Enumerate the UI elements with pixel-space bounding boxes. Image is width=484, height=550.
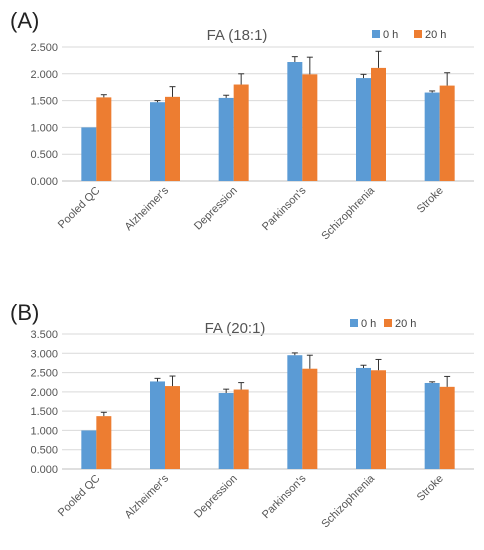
bar-0h bbox=[287, 62, 303, 182]
y-tick-label: 2.000 bbox=[30, 387, 58, 399]
chart-title: FA (20:1) bbox=[205, 320, 266, 337]
legend-label-20h: 20 h bbox=[425, 29, 446, 41]
bar-20h bbox=[439, 85, 455, 181]
x-tick-label: Schizophrenia bbox=[319, 472, 377, 530]
panel-label: (B) bbox=[10, 300, 39, 325]
bar-20h bbox=[165, 96, 180, 181]
bar-0h bbox=[287, 355, 303, 469]
y-tick-label: 0.500 bbox=[30, 445, 58, 457]
y-tick-label: 0.000 bbox=[30, 464, 58, 476]
bar-0h bbox=[356, 78, 371, 181]
y-tick-label: 0.000 bbox=[30, 176, 58, 188]
chart-title: FA (18:1) bbox=[207, 27, 268, 44]
bar-20h bbox=[371, 370, 386, 469]
bar-0h bbox=[218, 97, 234, 181]
legend-label-0h: 0 h bbox=[383, 29, 398, 41]
bar-0h bbox=[424, 382, 440, 469]
x-tick-label: Parkinson's bbox=[260, 472, 309, 521]
legend-swatch-0h bbox=[372, 30, 380, 38]
panel-label: (A) bbox=[10, 8, 39, 33]
legend-label-0h: 0 h bbox=[361, 318, 376, 330]
y-tick-label: 1.500 bbox=[30, 96, 58, 108]
bar-0h bbox=[356, 367, 371, 469]
y-tick-label: 1.500 bbox=[30, 406, 58, 418]
x-tick-label: Schizophrenia bbox=[319, 184, 377, 242]
x-tick-label: Parkinson's bbox=[260, 184, 309, 233]
bar-0h bbox=[150, 381, 165, 469]
legend-swatch-20h bbox=[414, 30, 422, 38]
y-tick-label: 2.500 bbox=[30, 42, 58, 54]
y-tick-label: 3.500 bbox=[30, 329, 58, 341]
legend-swatch-0h bbox=[350, 319, 358, 327]
x-tick-label: Alzheimer's bbox=[123, 184, 172, 233]
x-tick-label: Alzheimer's bbox=[123, 472, 172, 521]
bar-0h bbox=[424, 92, 440, 181]
bar-20h bbox=[96, 97, 112, 181]
bar-20h bbox=[233, 389, 249, 469]
bar-20h bbox=[233, 84, 249, 181]
bar-20h bbox=[165, 386, 180, 469]
x-tick-label: Pooled QC bbox=[56, 185, 103, 232]
y-tick-label: 2.000 bbox=[30, 69, 58, 81]
bar-20h bbox=[371, 67, 386, 181]
bar-20h bbox=[439, 386, 455, 469]
x-tick-label: Depression bbox=[192, 185, 240, 233]
y-tick-label: 1.000 bbox=[30, 122, 58, 134]
bar-20h bbox=[96, 416, 112, 469]
legend-label-20h: 20 h bbox=[395, 318, 416, 330]
bar-0h bbox=[81, 127, 97, 181]
bar-0h bbox=[218, 393, 234, 469]
bar-0h bbox=[81, 430, 97, 469]
y-tick-label: 1.000 bbox=[30, 425, 58, 437]
chart-panel-a: (A) FA (18:1) 0.000 0.500 1.000 1.500 2.000 2.5… bbox=[10, 8, 474, 242]
x-tick-label: Stroke bbox=[415, 473, 446, 504]
x-tick-label: Depression bbox=[192, 473, 240, 521]
x-tick-label: Pooled QC bbox=[56, 473, 103, 520]
bar-20h bbox=[302, 368, 318, 469]
y-tick-label: 3.000 bbox=[30, 348, 58, 360]
bar-20h bbox=[302, 74, 318, 181]
bar-0h bbox=[150, 102, 165, 181]
chart-panel-b: (B) FA (20:1) 0.000 0.500 1.000 1.500 2.000 2.5… bbox=[10, 300, 474, 530]
legend-swatch-20h bbox=[384, 319, 392, 327]
y-tick-label: 2.500 bbox=[30, 368, 58, 380]
x-tick-label: Stroke bbox=[415, 185, 446, 216]
y-tick-label: 0.500 bbox=[30, 149, 58, 161]
